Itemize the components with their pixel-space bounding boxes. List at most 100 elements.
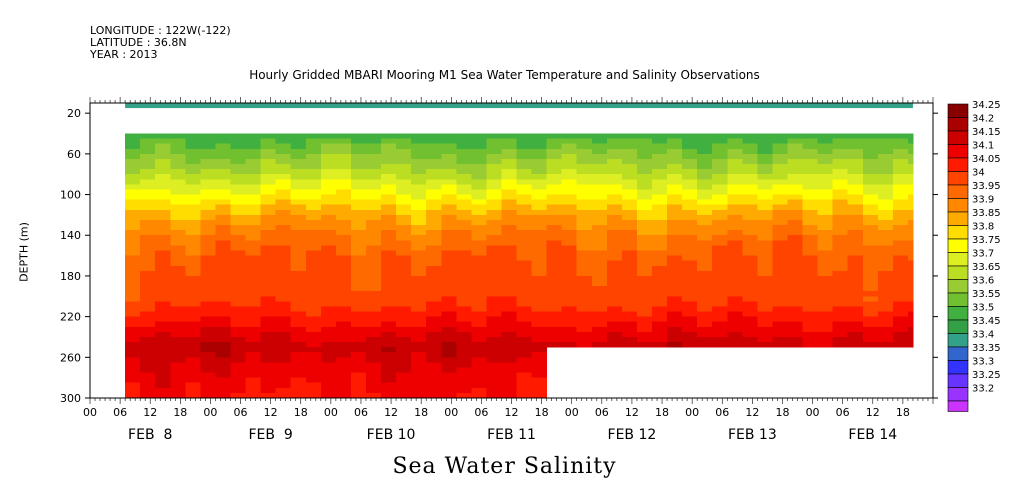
heatmap-cell — [787, 209, 804, 216]
heatmap-cell — [576, 164, 593, 170]
year-label: YEAR : 2013 — [90, 48, 158, 61]
heatmap-cell — [155, 148, 171, 155]
heatmap-cell — [170, 143, 186, 150]
heatmap-cell — [200, 148, 217, 155]
heatmap-cell — [215, 270, 232, 277]
heatmap-cell — [381, 255, 397, 262]
heatmap-cell — [125, 255, 141, 262]
heatmap-cell — [441, 331, 457, 338]
heatmap-cell — [742, 301, 758, 308]
heatmap-cell — [757, 133, 774, 140]
heatmap-cell — [215, 316, 232, 323]
legend-swatch — [947, 319, 969, 334]
heatmap-cell — [862, 296, 879, 302]
heatmap-cell — [561, 184, 578, 191]
heatmap-cell — [486, 204, 503, 211]
heatmap-cell — [802, 331, 819, 338]
heatmap-cell — [531, 169, 548, 175]
heatmap-cell — [365, 158, 382, 165]
heatmap-cell — [621, 184, 638, 191]
heatmap-cell — [185, 164, 201, 170]
heatmap-cell — [185, 336, 201, 343]
heatmap-cell — [802, 225, 819, 231]
heatmap-cell — [170, 291, 186, 297]
heatmap-cell — [260, 133, 277, 140]
heatmap-cell — [892, 153, 909, 160]
heatmap-cell — [531, 250, 548, 257]
heatmap-cell — [621, 281, 638, 287]
x-hour-label: 06 — [113, 406, 127, 419]
heatmap-cell — [275, 326, 292, 333]
heatmap-cell — [426, 296, 442, 302]
heatmap-cell — [245, 189, 262, 196]
heatmap-cell — [636, 342, 653, 348]
heatmap-cell — [170, 255, 186, 262]
heatmap-cell — [682, 189, 698, 196]
heatmap-cell — [862, 321, 879, 328]
heatmap-cell — [621, 189, 638, 196]
heatmap-cell — [155, 336, 171, 343]
heatmap-cell — [140, 296, 156, 302]
heatmap-cell — [907, 194, 914, 201]
heatmap-cell — [697, 235, 713, 241]
heatmap-cell — [757, 301, 774, 308]
heatmap-cell — [230, 230, 247, 236]
heatmap-cell — [245, 158, 262, 165]
heatmap-cell — [185, 148, 201, 155]
heatmap-cell — [697, 321, 713, 328]
heatmap-cell — [907, 204, 914, 211]
heatmap-cell — [907, 265, 914, 272]
heatmap-cell — [531, 296, 548, 302]
heatmap-cell — [742, 225, 758, 231]
heatmap-cell — [200, 265, 217, 272]
heatmap-cell — [546, 158, 563, 165]
heatmap-cell — [516, 199, 533, 206]
heatmap-cell — [847, 342, 864, 348]
heatmap-cell — [471, 326, 488, 333]
heatmap-cell — [516, 362, 533, 369]
heatmap-cell — [140, 219, 156, 226]
heatmap-cell — [125, 133, 141, 140]
heatmap-cell — [697, 214, 713, 221]
heatmap-cell — [606, 240, 623, 247]
heatmap-cell — [877, 219, 894, 226]
heatmap-cell — [712, 133, 728, 140]
heatmap-cell — [817, 245, 834, 252]
heatmap-cell — [441, 245, 457, 252]
heatmap-cell — [230, 148, 247, 155]
heatmap-cell — [260, 219, 277, 226]
heatmap-cell — [727, 245, 743, 252]
heatmap-cell — [802, 133, 819, 140]
heatmap-cell — [652, 143, 668, 150]
heatmap-cell — [230, 372, 247, 379]
legend-label: 34.2 — [972, 114, 994, 125]
x-day-label: FEB 10 — [367, 427, 416, 443]
heatmap-cell — [471, 281, 488, 287]
heatmap-cell — [862, 255, 879, 262]
heatmap-cell — [576, 230, 593, 236]
heatmap-cell — [170, 362, 186, 369]
heatmap-cell — [170, 265, 186, 272]
heatmap-cell — [365, 382, 382, 389]
legend-label: 34.15 — [972, 127, 1001, 138]
heatmap-cell — [456, 286, 472, 292]
heatmap-cell — [667, 291, 683, 297]
heatmap-cell — [170, 281, 186, 287]
heatmap-cell — [531, 347, 548, 353]
heatmap-cell — [576, 255, 593, 262]
heatmap-cell — [697, 138, 713, 145]
heatmap-cell — [787, 143, 804, 150]
heatmap-cell — [275, 331, 292, 338]
heatmap-cell — [365, 260, 382, 267]
heatmap-cell — [742, 179, 758, 185]
metadata-block: LONGITUDE : 122W(-122) LATITUDE : 36.8N … — [90, 25, 231, 61]
heatmap-cell — [787, 342, 804, 348]
x-day-label: FEB 9 — [248, 427, 292, 443]
heatmap-cell — [396, 245, 412, 252]
heatmap-cell — [606, 270, 623, 277]
heatmap-cell — [652, 316, 668, 323]
heatmap-cell — [847, 316, 864, 323]
heatmap-cell — [501, 230, 518, 236]
heatmap-cell — [260, 372, 277, 379]
heatmap-cell — [486, 255, 503, 262]
